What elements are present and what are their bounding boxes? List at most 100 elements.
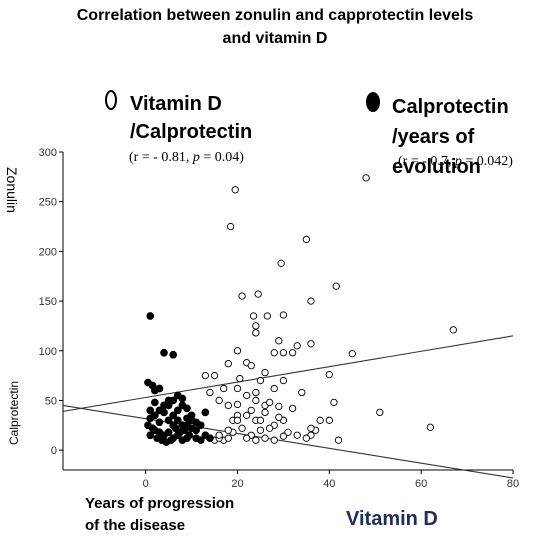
data-point-calprotectin <box>206 434 214 443</box>
data-point-vitamin-d <box>279 432 288 440</box>
data-point-calprotectin <box>167 436 175 445</box>
legend-filled-circle-icon <box>366 92 380 112</box>
data-point-vitamin-d <box>302 434 311 442</box>
data-point-vitamin-d <box>252 436 260 444</box>
chart-title-line1: Correlation between zonulin and capprote… <box>76 7 474 24</box>
data-point-vitamin-d <box>279 376 288 385</box>
data-point-calprotectin <box>169 421 178 430</box>
y-axis-label-zonulin: Zonulin <box>4 167 20 213</box>
data-point-vitamin-d <box>362 174 370 182</box>
data-point-vitamin-d <box>270 349 278 357</box>
data-point-calprotectin <box>164 428 173 437</box>
data-point-calprotectin <box>183 421 191 430</box>
data-point-vitamin-d <box>224 426 232 434</box>
data-point-calprotectin <box>164 396 173 405</box>
data-point-vitamin-d <box>224 434 232 442</box>
data-point-vitamin-d <box>334 436 343 444</box>
y-tick-label: 100 <box>39 346 57 358</box>
data-point-vitamin-d <box>252 388 260 397</box>
data-point-vitamin-d <box>243 411 251 419</box>
data-point-vitamin-d <box>233 347 242 355</box>
calp-correlation-stat: (r = - 0.7, p = 0.042) <box>398 154 513 169</box>
regression-line-2 <box>62 404 514 479</box>
data-point-vitamin-d <box>226 222 235 231</box>
data-point-vitamin-d <box>376 408 384 417</box>
legend-vitd-line2: /Calprotectin <box>130 121 253 143</box>
data-point-calprotectin <box>146 312 155 320</box>
data-point-vitamin-d <box>252 322 260 330</box>
legend-vitd-line1: Vitamin D <box>130 93 222 115</box>
data-point-vitamin-d <box>243 434 251 442</box>
legend-open-circle-icon <box>105 90 117 110</box>
data-point-vitamin-d <box>224 401 232 410</box>
data-point-calprotectin <box>160 401 168 410</box>
data-point-vitamin-d <box>261 368 269 377</box>
data-point-calprotectin <box>201 408 210 417</box>
data-point-vitamin-d <box>270 436 278 444</box>
vitd-correlation-stat: (r = - 0.81, p = 0.04) <box>129 150 244 165</box>
x-tick-label: 40 <box>323 478 335 490</box>
y-tick-label: 50 <box>45 395 57 407</box>
data-point-vitamin-d <box>233 416 242 424</box>
data-point-vitamin-d <box>256 416 265 424</box>
legend-calp-line1: Calprotectin <box>392 96 509 118</box>
data-point-vitamin-d <box>275 413 283 421</box>
data-point-vitamin-d <box>316 416 324 424</box>
data-point-calprotectin <box>196 436 205 445</box>
x-tick-label: 60 <box>415 478 427 490</box>
data-point-vitamin-d <box>288 349 297 357</box>
data-point-vitamin-d <box>449 326 457 334</box>
data-point-vitamin-d <box>277 259 285 267</box>
data-point-calprotectin <box>169 411 178 420</box>
data-point-calprotectin <box>178 401 187 410</box>
data-point-calprotectin <box>155 418 164 427</box>
x-axis-label-years-line2: of the disease <box>85 517 186 534</box>
data-point-calprotectin <box>192 426 201 435</box>
data-point-vitamin-d <box>224 360 232 368</box>
data-point-calprotectin <box>185 431 194 440</box>
y-tick-label: 0 <box>51 445 57 457</box>
y-tick-label: 250 <box>39 197 57 209</box>
chart-title-line2: and vitamin D <box>222 30 328 47</box>
data-point-vitamin-d <box>247 406 255 415</box>
data-point-vitamin-d <box>252 329 260 337</box>
data-point-vitamin-d <box>210 371 219 380</box>
data-point-calprotectin <box>146 406 155 415</box>
x-axis-label-years: Years of progression of the disease <box>85 493 234 537</box>
data-point-vitamin-d <box>298 388 306 397</box>
regression-line-1 <box>62 335 514 412</box>
data-point-calprotectin <box>164 416 173 425</box>
y-tick-label: 150 <box>39 296 57 308</box>
data-point-vitamin-d <box>206 388 214 397</box>
data-point-vitamin-d <box>275 337 283 345</box>
data-point-vitamin-d <box>201 371 209 380</box>
data-point-vitamin-d <box>293 342 301 350</box>
data-point-vitamin-d <box>254 290 262 298</box>
data-point-vitamin-d <box>238 424 246 432</box>
data-point-vitamin-d <box>256 376 265 385</box>
data-point-calprotectin <box>155 384 164 393</box>
data-point-vitamin-d <box>288 404 297 413</box>
x-axis-label-vitamin-d: Vitamin D <box>346 508 438 530</box>
data-point-vitamin-d <box>348 350 356 358</box>
data-point-vitamin-d <box>220 384 228 393</box>
data-point-calprotectin <box>173 416 182 425</box>
data-point-vitamin-d <box>325 416 333 424</box>
data-point-vitamin-d <box>279 311 288 319</box>
data-point-vitamin-d <box>270 384 278 393</box>
x-axis-label-years-line1: Years of progression <box>85 495 235 512</box>
data-point-calprotectin <box>155 406 164 415</box>
data-point-vitamin-d <box>426 423 434 431</box>
data-point-calprotectin <box>178 394 187 403</box>
data-point-vitamin-d <box>293 431 301 439</box>
data-point-vitamin-d <box>238 292 246 300</box>
data-point-vitamin-d <box>233 400 242 409</box>
data-point-vitamin-d <box>307 424 315 432</box>
data-point-vitamin-d <box>332 282 340 290</box>
data-point-calprotectin <box>169 350 178 359</box>
data-point-vitamin-d <box>215 396 223 405</box>
legend-calp-line2: /years of evolution <box>392 126 481 178</box>
data-point-vitamin-d <box>302 235 311 244</box>
data-point-vitamin-d <box>275 402 283 411</box>
